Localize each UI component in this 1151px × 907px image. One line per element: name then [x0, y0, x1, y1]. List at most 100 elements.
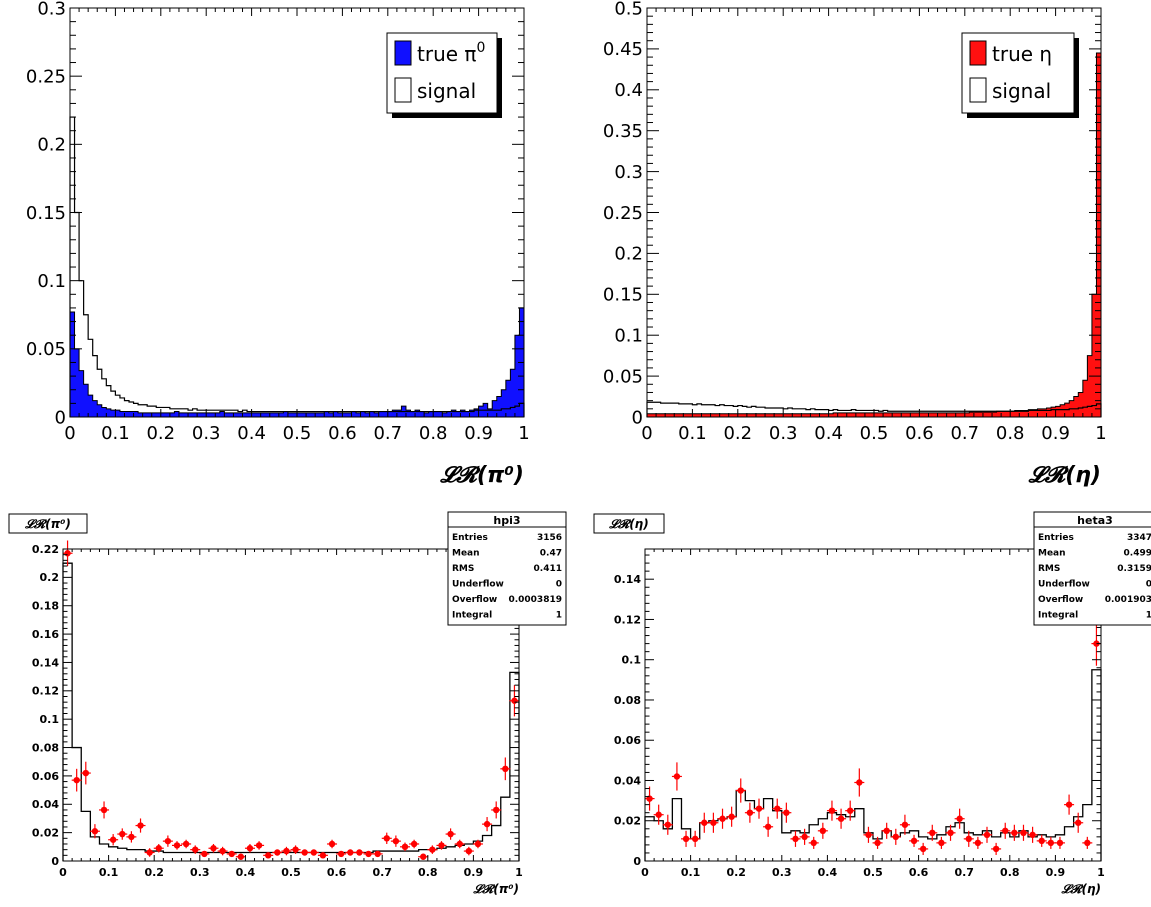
y-tick-label: 0 — [632, 407, 643, 428]
legend-swatch — [394, 40, 412, 66]
marker — [365, 850, 372, 858]
data-point — [735, 778, 746, 803]
data-point — [1054, 836, 1065, 849]
x-tick-label: 0.2 — [146, 423, 175, 444]
marker — [1047, 839, 1055, 847]
marker — [301, 849, 308, 856]
data-point — [1073, 812, 1084, 833]
chart-panel-top-right: 0 0.1 0.2 0.3 0.4 0.5 0.6 0.7 0.8 0.9 1 0 0.05 0.1 0.1… — [603, 0, 1107, 488]
data-point — [299, 849, 310, 856]
marker — [856, 779, 863, 786]
data-point — [936, 836, 947, 849]
y-tick-label: 0 — [51, 855, 59, 868]
data-point — [172, 841, 182, 850]
series-filled-histogram — [646, 52, 1102, 418]
marker — [910, 837, 918, 845]
data-point — [1082, 836, 1093, 849]
marker — [337, 850, 345, 858]
marker — [429, 846, 436, 853]
data-point — [854, 768, 865, 797]
legend-swatch — [394, 77, 412, 103]
x-tick-label: 0.1 — [681, 866, 701, 879]
data-point — [863, 826, 874, 843]
legend-label: true π0 — [417, 40, 485, 66]
stats-key: Entries — [452, 533, 488, 543]
series-outline-histogram — [646, 401, 1102, 417]
y-tick-label: 0.06 — [614, 734, 641, 747]
data-point — [817, 822, 828, 839]
data-point — [272, 849, 283, 856]
stats-value: 3347 — [1127, 533, 1151, 543]
legend-swatch — [969, 40, 987, 66]
stats-key: Underflow — [452, 580, 504, 590]
data-point — [190, 845, 201, 854]
y-tick-label: 0.05 — [603, 366, 643, 387]
marker — [837, 815, 845, 822]
data-point — [244, 843, 255, 853]
y-tick-label: 0.35 — [603, 121, 643, 142]
data-point — [1091, 621, 1102, 666]
legend: true π0 signal — [386, 32, 502, 118]
data-point — [717, 808, 728, 829]
data-point — [117, 828, 128, 840]
marker — [493, 806, 500, 814]
data-point — [363, 850, 374, 858]
data-point — [982, 826, 992, 843]
x-axis-label: 𝓛𝓡(π⁰) — [439, 463, 524, 488]
marker — [502, 765, 509, 773]
y-tick-label: 0.3 — [614, 162, 643, 183]
data-point — [744, 802, 755, 823]
y-tick-label: 0.16 — [32, 628, 59, 641]
data-point — [126, 831, 137, 843]
y-tick-label: 0.25 — [26, 66, 66, 87]
data-point — [763, 816, 774, 837]
marker — [109, 836, 117, 843]
stats-value: 0 — [1146, 580, 1151, 590]
y-tick-label: 0.14 — [32, 656, 59, 669]
data-point — [872, 836, 883, 849]
marker — [1020, 829, 1027, 837]
x-tick-label: 0.9 — [464, 866, 484, 879]
data-point — [381, 832, 392, 844]
x-tick-label: 0.8 — [996, 423, 1025, 444]
marker — [1038, 837, 1045, 845]
x-tick-label: 0.7 — [372, 866, 392, 879]
x-tick-label: 0.9 — [464, 423, 493, 444]
marker — [792, 835, 799, 843]
data-point — [436, 841, 447, 850]
marker — [246, 845, 254, 852]
data-point — [199, 850, 210, 858]
x-tick-label: 0.3 — [772, 866, 792, 879]
data-point — [909, 834, 920, 847]
marker — [100, 806, 108, 814]
y-tick-label: 0.1 — [614, 326, 643, 347]
marker — [874, 839, 881, 847]
legend-label: signal — [992, 79, 1051, 103]
marker — [173, 842, 181, 849]
data-point — [153, 843, 164, 853]
data-point — [400, 842, 410, 852]
stats-key: Overflow — [1038, 595, 1083, 605]
data-point — [1064, 794, 1075, 815]
marker — [265, 852, 272, 859]
x-tick-label: 0 — [641, 866, 649, 879]
data-point — [945, 824, 956, 841]
data-point — [181, 839, 192, 849]
x-tick-label: 0.6 — [905, 423, 934, 444]
title-box-label: 𝓛𝓡(η) — [608, 517, 648, 531]
data-point — [1045, 836, 1056, 849]
x-tick-label: 0.5 — [283, 423, 312, 444]
data-point — [790, 830, 801, 847]
chart-panel-bottom-right: 0 0.1 0.2 0.3 0.4 0.5 0.6 0.7 0.8 0.9 1 0 0.02 0.04 0.… — [593, 511, 1151, 896]
stats-box-frame — [1033, 511, 1151, 626]
marker — [810, 839, 817, 847]
x-tick-label: 0.3 — [192, 423, 221, 444]
data-point — [290, 845, 301, 854]
marker — [201, 850, 208, 858]
y-tick-label: 0.14 — [614, 573, 641, 586]
title-box — [593, 513, 665, 534]
data-point — [927, 824, 938, 841]
y-tick-label: 0.15 — [603, 285, 643, 306]
x-tick-label: 1 — [518, 423, 529, 444]
x-tick-label: 0.3 — [190, 866, 210, 879]
